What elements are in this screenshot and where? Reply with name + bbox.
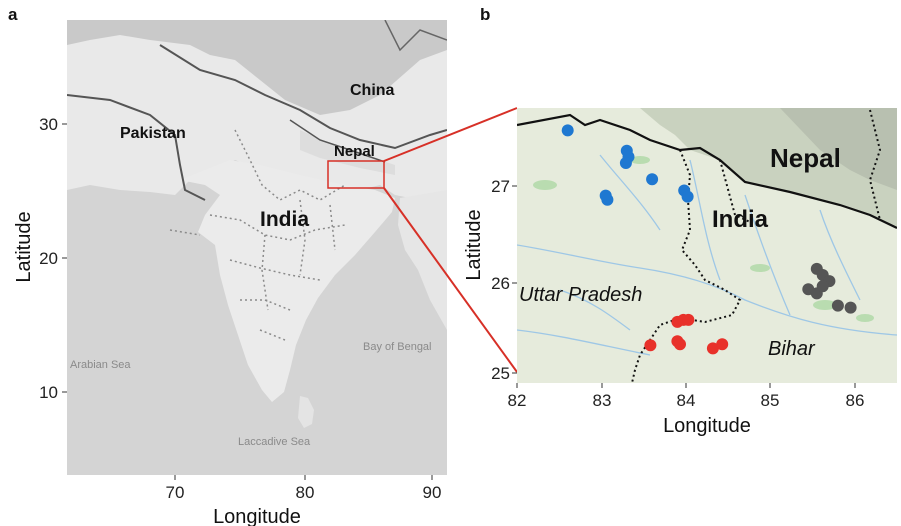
sample-point-1-0 — [644, 339, 657, 352]
panel-b-ticks — [512, 185, 856, 388]
panel-b-ylabel: Latitude — [463, 209, 485, 280]
country-label-india: India — [260, 208, 309, 231]
panel-a: a — [8, 5, 447, 526]
sea-label-arabian: Arabian Sea — [70, 359, 131, 371]
panel-a-ticks — [62, 123, 433, 480]
sample-point-2-7 — [844, 301, 857, 314]
sample-point-0-8 — [681, 190, 694, 203]
sample-point-1-5 — [674, 338, 686, 351]
mountain-belt — [67, 20, 447, 115]
panel-b-xlabel: Longitude — [663, 415, 751, 437]
state-borders — [169, 129, 346, 341]
panel-b-xtick-82: 82 — [508, 391, 527, 410]
sample-point-2-6 — [831, 299, 844, 312]
country-label-nepal: Nepal — [770, 143, 841, 173]
sea-label-laccadive: Laccadive Sea — [238, 436, 311, 448]
panel-a-xtick-70: 70 — [166, 483, 185, 502]
state-label-uttar-pradesh: Uttar Pradesh — [519, 284, 642, 306]
sea-label-bengal: Bay of Bengal — [363, 341, 432, 353]
panel-a-ytick-10: 10 — [39, 383, 58, 402]
panel-b-ytick-27: 27 — [491, 177, 510, 196]
panel-b-xtick-83: 83 — [593, 391, 612, 410]
panel-b-label: b — [480, 5, 490, 24]
border-pakistan — [67, 94, 206, 201]
state-border — [631, 109, 882, 383]
detail-map: Nepal India Uttar Pradesh Bihar — [517, 108, 897, 383]
sample-point-0-6 — [601, 193, 614, 206]
zoom-connector-top — [383, 107, 518, 162]
panel-b-xtick-85: 85 — [761, 391, 780, 410]
panel-a-xtick-90: 90 — [423, 483, 442, 502]
sample-point-0-4 — [646, 173, 659, 186]
panel-b-ytick-26: 26 — [491, 274, 510, 293]
sample-point-0-0 — [561, 124, 574, 137]
sample-point-0-3 — [619, 157, 632, 169]
country-label-pakistan: Pakistan — [120, 125, 186, 142]
india-landmass — [180, 160, 395, 402]
panel-b-xtick-84: 84 — [677, 391, 696, 410]
sri-lanka — [298, 396, 314, 428]
panel-a-ylabel: Latitude — [13, 211, 35, 282]
panel-b: b — [463, 5, 897, 437]
sample-point-1-3 — [682, 313, 695, 326]
panel-b-xtick-86: 86 — [846, 391, 865, 410]
sample-point-1-6 — [706, 342, 719, 355]
mountain-terrain — [780, 108, 897, 190]
zoom-connector-bottom — [383, 187, 518, 373]
sample-point-2-5 — [816, 280, 829, 293]
overview-map: China Pakistan Nepal India Arabian Sea B… — [67, 20, 447, 475]
rivers — [517, 154, 897, 356]
border-nepal-india — [517, 113, 897, 229]
sample-points — [561, 124, 857, 355]
vegetation-patches — [533, 156, 874, 322]
panel-a-ytick-30: 30 — [39, 115, 58, 134]
inset-box — [327, 160, 385, 189]
panel-a-ytick-20: 20 — [39, 249, 58, 268]
border-china — [159, 44, 447, 150]
panel-a-xtick-80: 80 — [296, 483, 315, 502]
country-label-china: China — [350, 82, 395, 99]
state-label-bihar: Bihar — [768, 338, 816, 360]
country-label-india: India — [712, 206, 769, 233]
border-north — [384, 20, 447, 52]
panel-b-ytick-25: 25 — [491, 364, 510, 383]
panel-a-label: a — [8, 5, 18, 24]
country-label-nepal: Nepal — [334, 143, 375, 160]
border-nepal — [289, 119, 386, 163]
sample-point-1-7 — [716, 338, 729, 351]
panel-a-xlabel: Longitude — [213, 506, 301, 526]
